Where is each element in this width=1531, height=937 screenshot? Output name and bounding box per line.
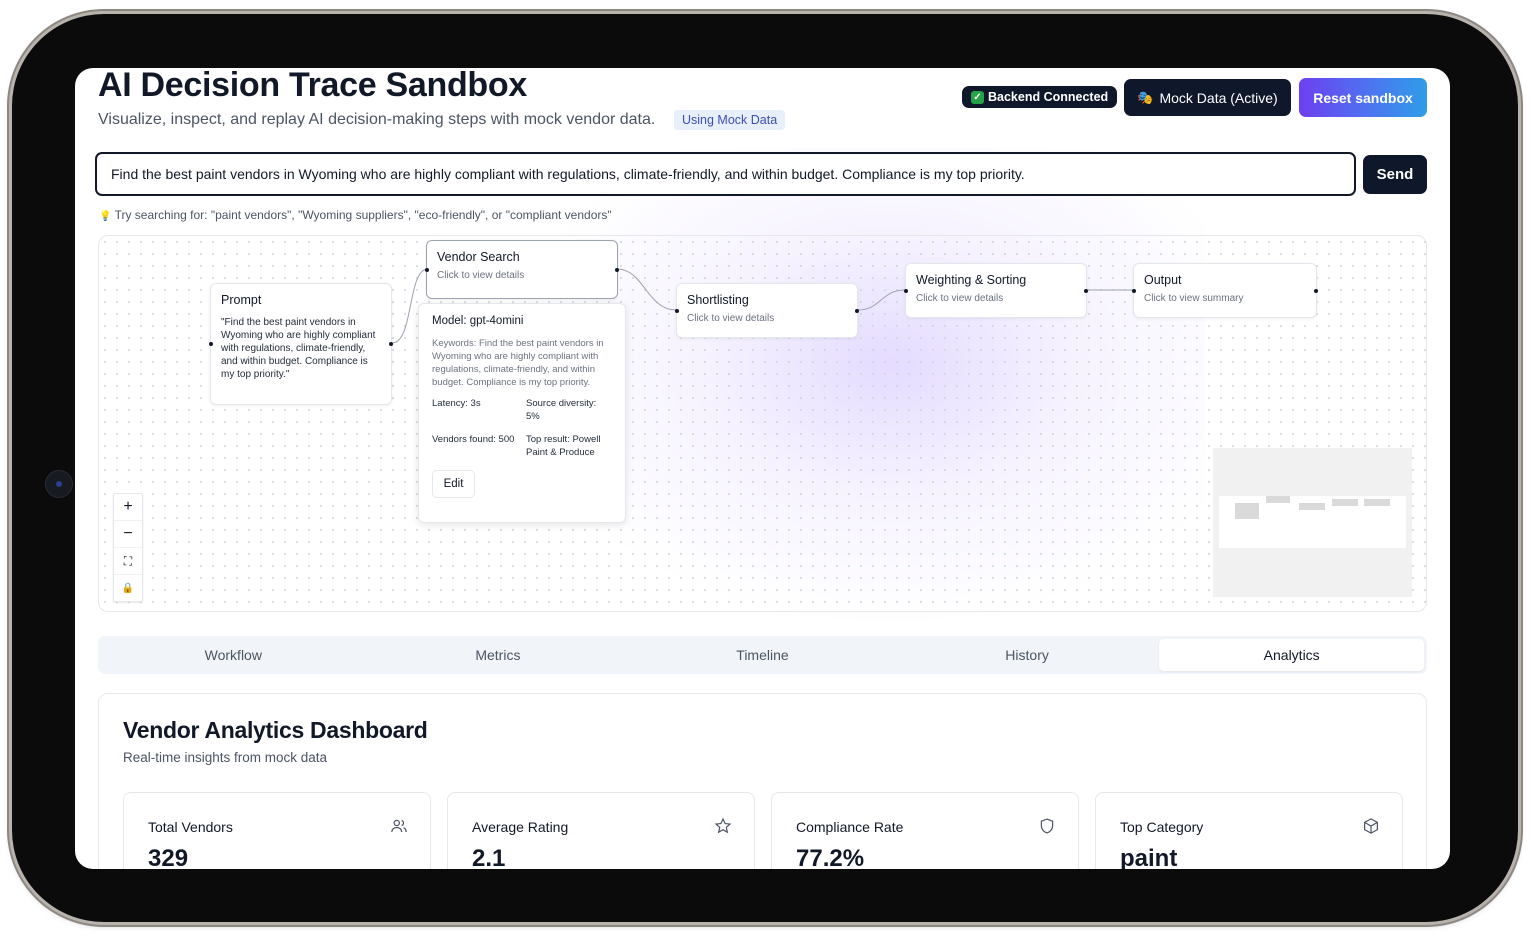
node-output[interactable]: Output Click to view summary	[1132, 263, 1318, 318]
backend-status-badge: ✓ Backend Connected	[962, 86, 1118, 108]
page-title: AI Decision Trace Sandbox	[98, 68, 527, 104]
card-value: 329	[148, 845, 189, 869]
card-value: 77.2%	[796, 845, 865, 869]
card-label: Average Rating	[472, 819, 569, 835]
card-total-vendors: Total Vendors 329	[123, 792, 431, 869]
mock-data-button-label: Mock Data (Active)	[1159, 89, 1278, 106]
node-vendor-search-sub: Click to view details	[437, 270, 525, 281]
flow-canvas[interactable]: Prompt "Find the best paint vendors in W…	[98, 235, 1427, 612]
tab-metrics[interactable]: Metrics	[475, 647, 521, 663]
page-subtitle: Visualize, inspect, and replay AI decisi…	[98, 111, 656, 128]
lock-icon[interactable]: 🔒	[121, 582, 135, 594]
card-value: paint	[1120, 845, 1178, 869]
handle-right[interactable]	[1084, 289, 1088, 293]
minimap-node	[1332, 499, 1358, 506]
box-icon	[1364, 818, 1378, 834]
flow-edges	[391, 268, 1133, 344]
details-top-result: Top result: Powell Paint & Produce	[526, 434, 601, 458]
analytics-dashboard: Vendor Analytics Dashboard Real-time ins…	[98, 693, 1427, 869]
tab-workflow[interactable]: Workflow	[204, 647, 262, 663]
check-icon: ✓	[971, 90, 984, 104]
minimap-node	[1364, 499, 1390, 506]
details-model: Model: gpt-4omini	[432, 315, 524, 327]
vendor-search-details-panel: Model: gpt-4omini Keywords: Find the bes…	[418, 303, 626, 523]
users-icon	[391, 819, 407, 833]
zoom-in-icon[interactable]: +	[114, 494, 142, 521]
handle-left[interactable]	[425, 268, 429, 272]
lightbulb-icon: 💡	[99, 211, 112, 222]
minimap-node	[1266, 496, 1290, 503]
card-top-category: Top Category paint	[1095, 792, 1403, 869]
handle-left[interactable]	[675, 309, 679, 313]
search-hint-text: Try searching for: "paint vendors", "Wyo…	[114, 208, 612, 222]
dashboard-title: Vendor Analytics Dashboard	[123, 717, 428, 743]
dashboard-subtitle: Real-time insights from mock data	[123, 750, 328, 765]
handle-right[interactable]	[389, 342, 393, 346]
backend-status-label: Backend Connected	[988, 90, 1109, 104]
handle-right[interactable]	[615, 268, 619, 272]
mask-icon: 🎭	[1137, 89, 1154, 105]
card-compliance-rate: Compliance Rate 77.2%	[771, 792, 1079, 869]
minimap[interactable]	[1213, 448, 1412, 597]
fit-view-icon[interactable]: ⛶	[114, 548, 142, 575]
minimap-node	[1235, 503, 1259, 519]
prompt-input[interactable]	[95, 152, 1356, 196]
app-screen: AI Decision Trace Sandbox Visualize, ins…	[75, 68, 1450, 869]
mock-data-button[interactable]: 🎭 Mock Data (Active)	[1124, 79, 1291, 116]
details-vendors-found: Vendors found: 500	[432, 434, 515, 445]
node-shortlisting-title: Shortlisting	[687, 293, 749, 307]
edge-shortlist-weighting	[857, 289, 906, 311]
minimap-node	[1299, 503, 1325, 510]
tab-timeline[interactable]: Timeline	[736, 647, 789, 663]
tab-history[interactable]: History	[1005, 647, 1049, 663]
send-button[interactable]: Send	[1363, 155, 1427, 194]
handle-left[interactable]	[1132, 289, 1136, 293]
zoom-out-icon[interactable]: −	[114, 521, 142, 548]
node-vendor-search-title: Vendor Search	[437, 250, 520, 264]
handle-left[interactable]	[904, 289, 908, 293]
handle-right[interactable]	[855, 309, 859, 313]
node-prompt-text: "Find the best paint vendors in Wyoming …	[221, 317, 376, 380]
details-latency: Latency: 3s	[432, 398, 481, 409]
edit-button[interactable]: Edit	[432, 470, 475, 498]
node-weighting-sub: Click to view details	[916, 293, 1004, 304]
node-output-title: Output	[1144, 273, 1182, 287]
camera	[45, 470, 73, 498]
edge-prompt-vendor	[391, 268, 429, 344]
search-hint: 💡 Try searching for: "paint vendors", "W…	[99, 208, 612, 222]
node-prompt-title: Prompt	[221, 293, 262, 307]
node-output-sub: Click to view summary	[1144, 293, 1244, 304]
node-prompt[interactable]: Prompt "Find the best paint vendors in W…	[209, 283, 393, 405]
reset-sandbox-button[interactable]: Reset sandbox	[1299, 78, 1427, 117]
shield-icon	[1040, 818, 1054, 834]
edge-vendor-shortlist	[616, 268, 677, 311]
node-shortlisting-sub: Click to view details	[687, 313, 775, 324]
handle-left[interactable]	[209, 342, 213, 346]
card-label: Compliance Rate	[796, 819, 904, 835]
node-vendor-search[interactable]: Vendor Search Click to view details	[425, 240, 619, 299]
canvas-controls: + − ⛶ 🔒	[113, 493, 143, 602]
tab-analytics[interactable]: Analytics	[1159, 639, 1424, 671]
node-weighting-title: Weighting & Sorting	[916, 273, 1027, 287]
card-label: Top Category	[1120, 819, 1204, 835]
star-icon	[714, 817, 732, 834]
node-shortlisting[interactable]: Shortlisting Click to view details	[675, 283, 859, 338]
node-weighting-sorting[interactable]: Weighting & Sorting Click to view detail…	[904, 263, 1088, 318]
details-source-diversity: Source diversity: 5%	[526, 398, 597, 422]
card-label: Total Vendors	[148, 819, 233, 835]
details-keywords: Keywords: Find the best paint vendors in…	[432, 338, 604, 388]
card-average-rating: Average Rating 2.1	[447, 792, 755, 869]
handle-right[interactable]	[1314, 289, 1318, 293]
view-tabs: Workflow Metrics Timeline History Analyt…	[98, 636, 1427, 674]
mock-data-pill: Using Mock Data	[674, 110, 786, 130]
card-value: 2.1	[472, 845, 506, 869]
